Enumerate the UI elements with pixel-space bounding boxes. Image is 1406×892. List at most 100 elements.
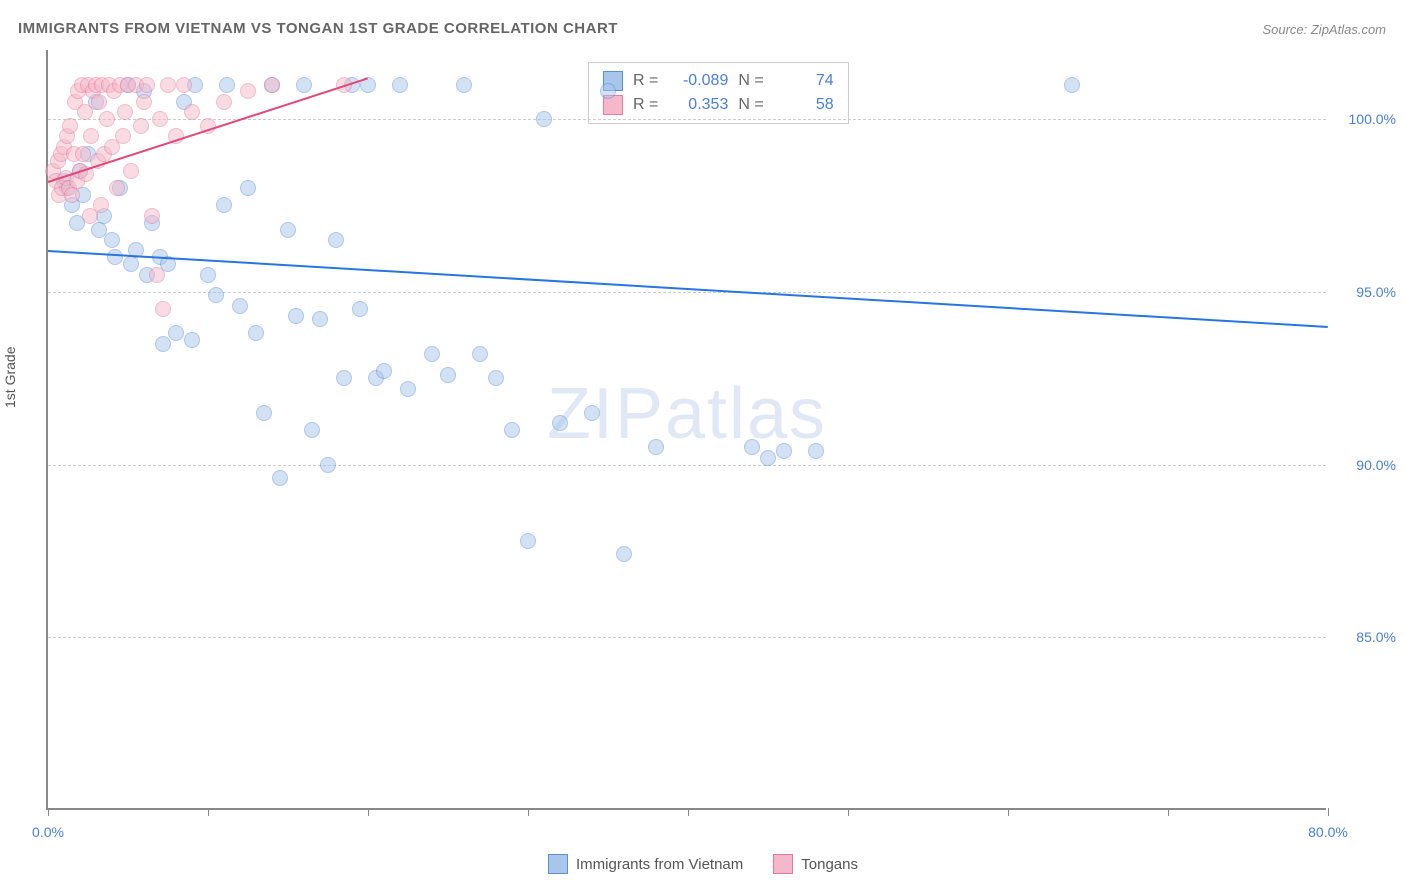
data-point-vietnam — [219, 77, 235, 93]
bottom-legend: Immigrants from Vietnam Tongans — [548, 854, 858, 874]
data-point-vietnam — [288, 308, 304, 324]
x-tick — [368, 808, 369, 816]
data-point-vietnam — [520, 533, 536, 549]
data-point-tongan — [216, 94, 232, 110]
bottom-legend-vietnam: Immigrants from Vietnam — [548, 854, 743, 874]
x-tick — [688, 808, 689, 816]
data-point-vietnam — [123, 256, 139, 272]
data-point-tongan — [93, 197, 109, 213]
stats-row-vietnam: R = -0.089 N = 74 — [603, 69, 834, 93]
data-point-vietnam — [208, 287, 224, 303]
data-point-tongan — [155, 301, 171, 317]
data-point-tongan — [176, 77, 192, 93]
stat-r-vietnam: -0.089 — [668, 72, 728, 90]
data-point-tongan — [144, 208, 160, 224]
data-point-vietnam — [424, 346, 440, 362]
x-tick-label: 80.0% — [1308, 824, 1348, 840]
y-tick-label: 95.0% — [1336, 284, 1396, 300]
stat-n-vietnam: 74 — [774, 72, 834, 90]
data-point-vietnam — [256, 405, 272, 421]
data-point-vietnam — [392, 77, 408, 93]
data-point-vietnam — [472, 346, 488, 362]
data-point-vietnam — [808, 443, 824, 459]
legend-label-tongan: Tongans — [801, 856, 858, 873]
x-tick — [848, 808, 849, 816]
data-point-tongan — [149, 267, 165, 283]
x-tick-label: 0.0% — [32, 824, 64, 840]
data-point-vietnam — [336, 370, 352, 386]
y-axis-label: 1st Grade — [2, 347, 18, 408]
data-point-tongan — [99, 111, 115, 127]
data-point-vietnam — [616, 546, 632, 562]
legend-swatch-vietnam-bottom — [548, 854, 568, 874]
data-point-vietnam — [648, 439, 664, 455]
gridline-horizontal — [48, 292, 1326, 293]
x-tick — [1008, 808, 1009, 816]
data-point-vietnam — [328, 232, 344, 248]
data-point-tongan — [83, 128, 99, 144]
data-point-tongan — [152, 111, 168, 127]
data-point-tongan — [136, 94, 152, 110]
x-tick — [1328, 808, 1329, 816]
data-point-vietnam — [440, 367, 456, 383]
data-point-vietnam — [240, 180, 256, 196]
legend-label-vietnam: Immigrants from Vietnam — [576, 856, 743, 873]
data-point-vietnam — [320, 457, 336, 473]
data-point-vietnam — [744, 439, 760, 455]
bottom-legend-tongan: Tongans — [773, 854, 858, 874]
gridline-horizontal — [48, 465, 1326, 466]
stats-legend: R = -0.089 N = 74 R = 0.353 N = 58 — [588, 62, 849, 124]
data-point-tongan — [184, 104, 200, 120]
data-point-vietnam — [312, 311, 328, 327]
data-point-vietnam — [760, 450, 776, 466]
data-point-tongan — [139, 77, 155, 93]
data-point-tongan — [64, 187, 80, 203]
stat-r-label: R = — [633, 96, 658, 114]
data-point-vietnam — [776, 443, 792, 459]
legend-swatch-tongan-bottom — [773, 854, 793, 874]
data-point-vietnam — [584, 405, 600, 421]
data-point-vietnam — [272, 470, 288, 486]
y-tick-label: 100.0% — [1336, 111, 1396, 127]
data-point-tongan — [123, 163, 139, 179]
data-point-vietnam — [216, 197, 232, 213]
data-point-vietnam — [1064, 77, 1080, 93]
data-point-vietnam — [304, 422, 320, 438]
stat-n-tongan: 58 — [774, 96, 834, 114]
data-point-vietnam — [552, 415, 568, 431]
x-tick — [48, 808, 49, 816]
y-tick-label: 85.0% — [1336, 629, 1396, 645]
data-point-tongan — [109, 180, 125, 196]
x-tick — [528, 808, 529, 816]
data-point-vietnam — [296, 77, 312, 93]
chart-title: IMMIGRANTS FROM VIETNAM VS TONGAN 1ST GR… — [18, 20, 618, 37]
data-point-vietnam — [104, 232, 120, 248]
data-point-tongan — [117, 104, 133, 120]
data-point-vietnam — [107, 249, 123, 265]
data-point-vietnam — [536, 111, 552, 127]
stat-r-label: R = — [633, 72, 658, 90]
source-label: Source: ZipAtlas.com — [1262, 22, 1386, 37]
data-point-vietnam — [352, 301, 368, 317]
trend-line-vietnam — [48, 250, 1328, 328]
data-point-tongan — [62, 118, 78, 134]
stat-n-label: N = — [738, 96, 763, 114]
data-point-tongan — [160, 77, 176, 93]
data-point-vietnam — [400, 381, 416, 397]
data-point-vietnam — [232, 298, 248, 314]
data-point-vietnam — [168, 325, 184, 341]
data-point-vietnam — [280, 222, 296, 238]
y-tick-label: 90.0% — [1336, 457, 1396, 473]
data-point-tongan — [115, 128, 131, 144]
gridline-horizontal — [48, 637, 1326, 638]
data-point-tongan — [264, 77, 280, 93]
data-point-tongan — [240, 83, 256, 99]
data-point-vietnam — [600, 83, 616, 99]
data-point-vietnam — [200, 267, 216, 283]
data-point-tongan — [91, 94, 107, 110]
data-point-vietnam — [248, 325, 264, 341]
stat-n-label: N = — [738, 72, 763, 90]
x-tick — [208, 808, 209, 816]
data-point-vietnam — [456, 77, 472, 93]
data-point-vietnam — [504, 422, 520, 438]
